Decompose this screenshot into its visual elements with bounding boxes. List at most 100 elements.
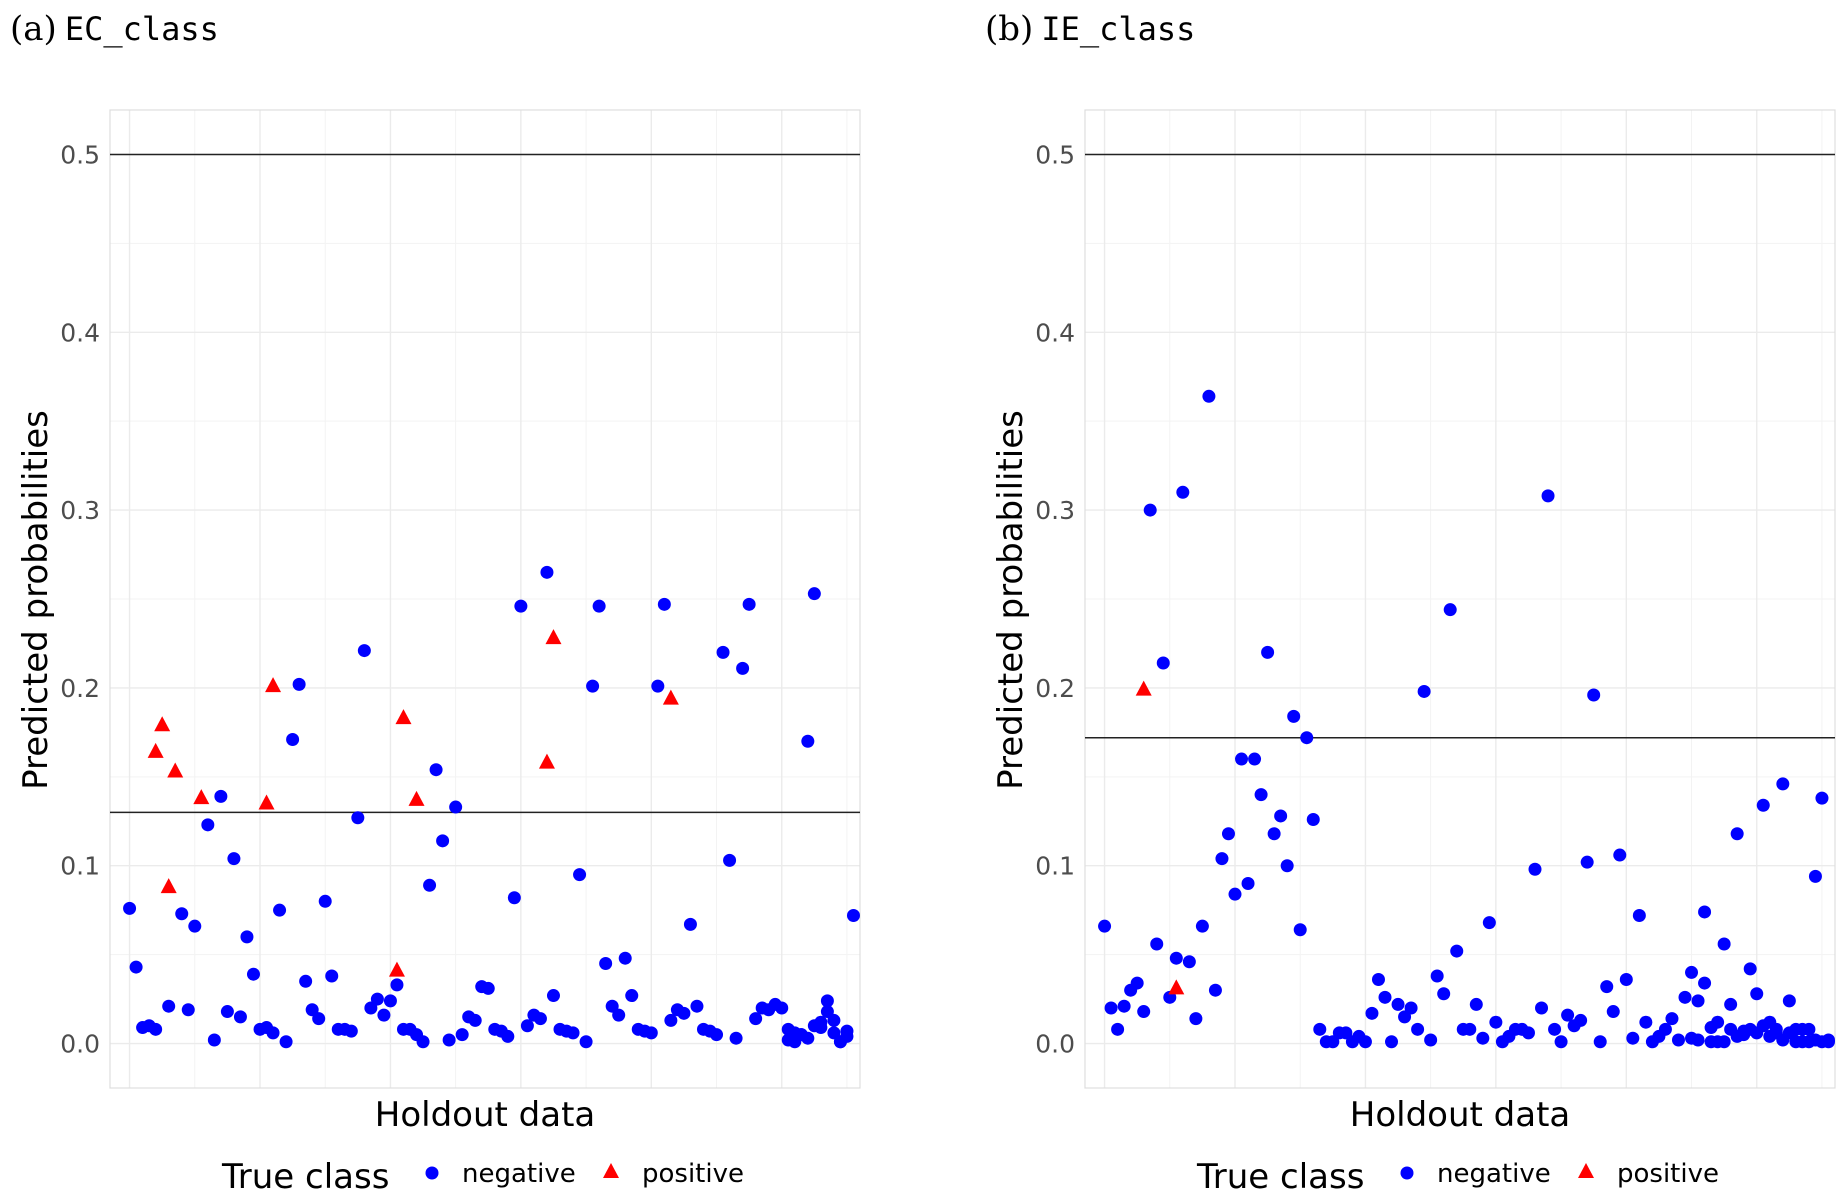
- point-negative: [214, 789, 228, 803]
- y-tick-label: 0.5: [1035, 140, 1075, 169]
- point-negative: [801, 1031, 815, 1045]
- point-negative: [1104, 1001, 1118, 1015]
- x-axis-title: Holdout data: [1350, 1095, 1570, 1135]
- point-negative: [1306, 812, 1320, 826]
- panel-title-ec-class: (a) EC_class: [10, 9, 219, 49]
- point-negative: [612, 1008, 626, 1022]
- point-negative: [1463, 1022, 1477, 1036]
- point-negative: [664, 1013, 678, 1027]
- point-negative: [246, 967, 260, 981]
- point-negative: [827, 1026, 841, 1040]
- point-negative: [1691, 1033, 1705, 1047]
- point-negative: [357, 644, 371, 658]
- point-negative: [1117, 999, 1131, 1013]
- y-tick-label: 0.5: [60, 140, 100, 169]
- point-negative: [1808, 1033, 1822, 1047]
- point-negative: [749, 1012, 763, 1026]
- point-negative: [1228, 887, 1242, 901]
- point-negative: [1776, 777, 1790, 791]
- legend-positive-marker: [603, 1163, 619, 1178]
- point-positive: [1168, 979, 1185, 995]
- point-negative: [651, 679, 665, 693]
- panel-label: (a): [10, 9, 57, 49]
- point-negative: [1371, 973, 1385, 987]
- point-negative: [1261, 645, 1275, 659]
- point-negative: [220, 1005, 234, 1019]
- point-negative: [1698, 905, 1712, 919]
- point-positive: [193, 789, 210, 805]
- point-negative: [1574, 1013, 1588, 1027]
- legend-negative-marker: [425, 1166, 439, 1180]
- point-negative: [233, 1010, 247, 1024]
- point-negative: [533, 1012, 547, 1026]
- point-negative: [1189, 1012, 1203, 1026]
- point-negative: [1293, 923, 1307, 937]
- legend: True class negative positive: [221, 1157, 744, 1197]
- point-negative: [514, 599, 528, 613]
- point-negative: [599, 957, 613, 971]
- point-negative: [1743, 962, 1757, 976]
- point-negative: [1698, 976, 1712, 990]
- point-negative: [1691, 994, 1705, 1008]
- point-negative: [1795, 1022, 1809, 1036]
- point-negative: [312, 1012, 326, 1026]
- point-negative: [827, 1013, 841, 1027]
- point-negative: [729, 1031, 743, 1045]
- y-tick-label: 0.1: [60, 852, 100, 881]
- point-negative: [429, 763, 443, 777]
- panel-title-text: EC_class: [65, 10, 219, 48]
- point-negative: [644, 1026, 658, 1040]
- point-negative: [227, 852, 241, 866]
- point-negative: [442, 1033, 456, 1047]
- point-negative: [716, 645, 730, 659]
- point-negative: [801, 734, 815, 748]
- point-negative: [1658, 1022, 1672, 1036]
- point-negative: [1717, 937, 1731, 951]
- point-negative: [240, 930, 254, 944]
- point-negative: [266, 1026, 280, 1040]
- point-positive: [545, 629, 562, 645]
- point-negative: [1535, 1001, 1549, 1015]
- y-tick-label: 0.2: [1035, 674, 1075, 703]
- point-negative: [1280, 859, 1294, 873]
- point-negative: [370, 992, 384, 1006]
- point-negative: [507, 891, 521, 905]
- point-negative: [383, 994, 397, 1008]
- point-positive: [1135, 680, 1152, 696]
- point-negative: [1750, 987, 1764, 1001]
- point-negative: [188, 919, 202, 933]
- point-negative: [520, 1019, 534, 1033]
- point-negative: [618, 951, 632, 965]
- point-negative: [1685, 965, 1699, 979]
- point-positive: [388, 961, 405, 977]
- point-negative: [1313, 1022, 1327, 1036]
- point-negative: [1678, 990, 1692, 1004]
- point-negative: [468, 1013, 482, 1027]
- point-negative: [1469, 997, 1483, 1011]
- point-negative: [1385, 1035, 1399, 1049]
- legend-positive-marker: [1578, 1163, 1594, 1178]
- point-negative: [1717, 1035, 1731, 1049]
- point-negative: [201, 818, 215, 832]
- point-negative: [723, 853, 737, 867]
- plot-area: 0.0 0.1 0.2 0.3 0.4 0.5: [1035, 109, 1836, 1089]
- point-negative: [1482, 916, 1496, 930]
- point-positive: [662, 689, 679, 705]
- point-negative: [683, 917, 697, 931]
- point-negative: [1626, 1031, 1640, 1045]
- y-tick-label: 0.0: [60, 1030, 100, 1059]
- point-negative: [1208, 983, 1222, 997]
- point-negative: [814, 1015, 828, 1029]
- point-negative: [846, 909, 860, 923]
- point-negative: [833, 1035, 847, 1049]
- point-negative: [1391, 997, 1405, 1011]
- y-tick-label: 0.4: [60, 318, 100, 347]
- point-negative: [1443, 603, 1457, 617]
- y-tick-label: 0.3: [60, 496, 100, 525]
- panel-border: [109, 109, 861, 1089]
- point-negative: [546, 989, 560, 1003]
- point-positive: [408, 790, 425, 806]
- point-negative: [1541, 489, 1555, 503]
- y-tick-label: 0.2: [60, 674, 100, 703]
- point-negative: [1326, 1035, 1340, 1049]
